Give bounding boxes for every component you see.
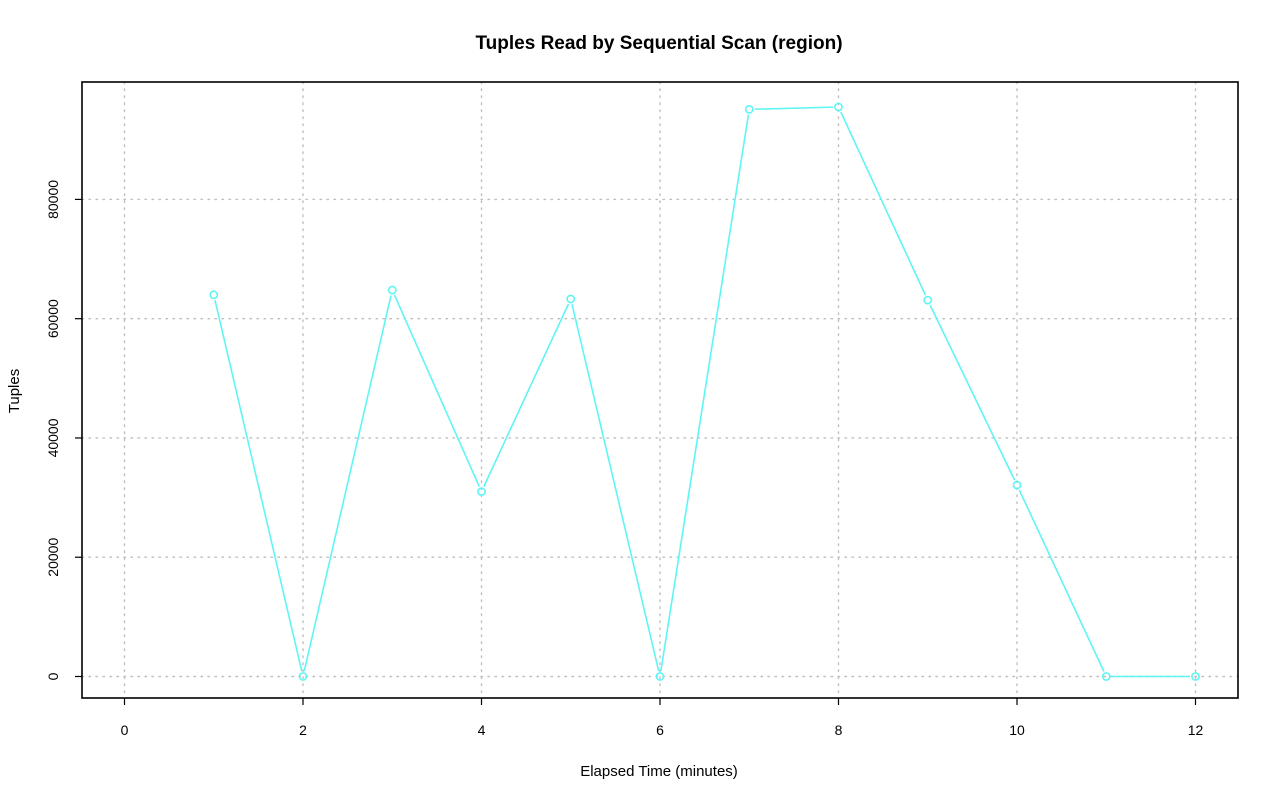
x-axis-label: Elapsed Time (minutes) xyxy=(580,763,738,780)
data-point xyxy=(1191,672,1200,681)
series-line-segment xyxy=(571,304,660,672)
y-tick-label: 20000 xyxy=(45,538,61,577)
grid xyxy=(81,81,1239,699)
data-point xyxy=(209,290,219,300)
series-line-segment xyxy=(1018,489,1105,672)
series-line-segment xyxy=(660,114,750,672)
data-point xyxy=(566,294,576,304)
x-tick-label: 10 xyxy=(1009,722,1025,738)
data-point xyxy=(1101,672,1111,681)
series-line-segment xyxy=(929,304,1016,481)
data-point xyxy=(655,672,665,681)
series-line-segment xyxy=(754,106,834,111)
series-line-segment xyxy=(303,295,392,672)
chart-title: Tuples Read by Sequential Scan (region) xyxy=(475,33,842,54)
x-tick-label: 0 xyxy=(121,722,129,738)
y-axis: 0 20000 40000 60000 80000 xyxy=(45,180,82,680)
x-axis: 0 2 4 6 8 10 12 xyxy=(121,698,1204,738)
y-tick-label: 40000 xyxy=(45,418,61,457)
y-axis-label: Tuples xyxy=(6,369,23,413)
y-tick-label: 60000 xyxy=(45,299,61,338)
y-tick-label: 80000 xyxy=(45,180,61,219)
x-tick-label: 8 xyxy=(835,722,843,738)
x-tick-label: 4 xyxy=(478,722,486,738)
series-line-segment xyxy=(214,300,303,672)
data-point xyxy=(477,487,486,497)
data-point xyxy=(834,102,843,112)
y-tick-label: 0 xyxy=(45,672,61,680)
x-tick-label: 12 xyxy=(1188,722,1204,738)
series-0 xyxy=(209,102,1200,681)
x-tick-label: 2 xyxy=(299,722,307,738)
series-layer xyxy=(209,102,1200,681)
data-point xyxy=(298,672,308,681)
series-line-segment xyxy=(393,294,481,487)
data-point xyxy=(923,295,933,305)
data-point xyxy=(1012,480,1022,490)
x-tick-label: 6 xyxy=(656,722,664,738)
data-point xyxy=(387,285,397,295)
series-line-segment xyxy=(840,111,927,296)
series-line-segment xyxy=(483,303,570,487)
data-point xyxy=(744,104,754,114)
